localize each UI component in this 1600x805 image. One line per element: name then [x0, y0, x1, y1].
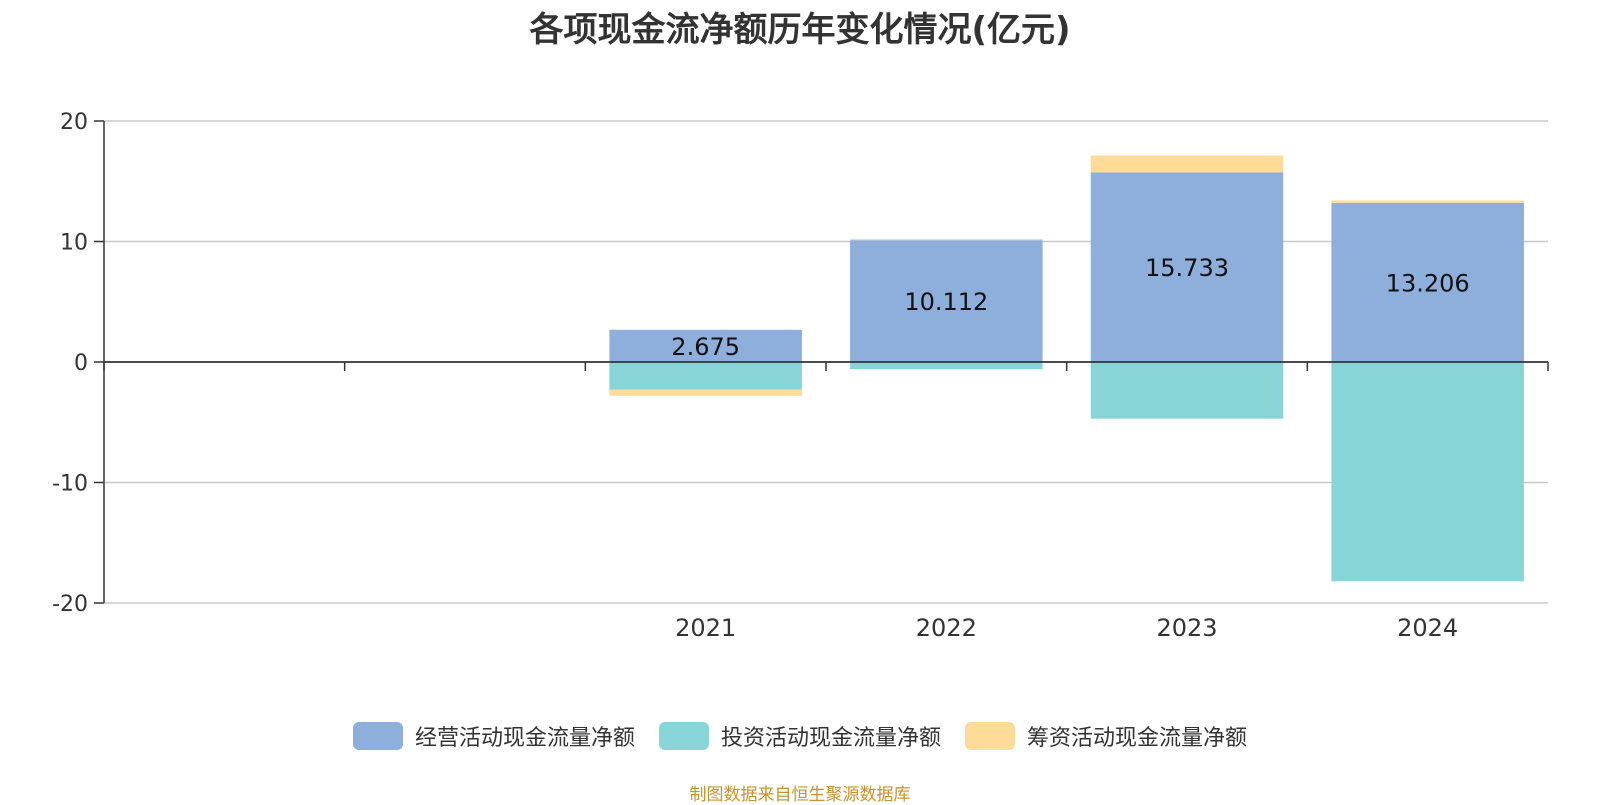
legend: 经营活动现金流量净额 投资活动现金流量净额 筹资活动现金流量净额: [0, 720, 1600, 752]
legend-swatch: [658, 722, 709, 750]
data-label: 10.112: [904, 288, 988, 316]
y-tick-label: -20: [52, 592, 88, 617]
x-tick-label: 2022: [916, 614, 977, 642]
bar-1: [609, 329, 802, 362]
chart-title: 各项现金流净额历年变化情况(亿元): [529, 10, 1071, 50]
legend-item[interactable]: 投资活动现金流量净额: [658, 720, 941, 752]
bar-2: [1331, 362, 1524, 582]
bar-1: [850, 240, 1043, 362]
y-tick-label: 0: [74, 351, 88, 376]
data-label: 15.733: [1145, 254, 1229, 282]
bar-3: [609, 389, 802, 396]
legend-item[interactable]: 经营活动现金流量净额: [352, 720, 635, 752]
x-tick-label: 2024: [1397, 614, 1458, 642]
legend-label: 筹资活动现金流量净额: [1027, 726, 1248, 751]
bar-3: [850, 238, 1043, 241]
bar-2: [609, 362, 802, 390]
y-tick-label: -10: [52, 472, 88, 497]
source-note: 制图数据来自恒生聚源数据库: [689, 785, 911, 805]
bar-1: [1331, 202, 1524, 362]
bar-1: [1090, 172, 1284, 362]
y-tick-label: 20: [60, 110, 88, 135]
data-label: 13.206: [1386, 269, 1470, 297]
legend-label: 投资活动现金流量净额: [720, 726, 941, 751]
x-tick-label: 2023: [1156, 614, 1217, 642]
legend-label: 经营活动现金流量净额: [414, 726, 635, 751]
x-tick-label: 2021: [675, 614, 736, 642]
data-label: 2.675: [671, 333, 740, 361]
bar-3: [1331, 200, 1524, 203]
legend-item[interactable]: 筹资活动现金流量净额: [965, 720, 1247, 752]
legend-swatch: [352, 722, 403, 750]
legend-swatch: [965, 722, 1015, 750]
bar-2: [850, 362, 1043, 370]
y-tick-label: 10: [60, 231, 88, 256]
bar-2: [1090, 362, 1284, 419]
bar-3: [1090, 155, 1284, 173]
